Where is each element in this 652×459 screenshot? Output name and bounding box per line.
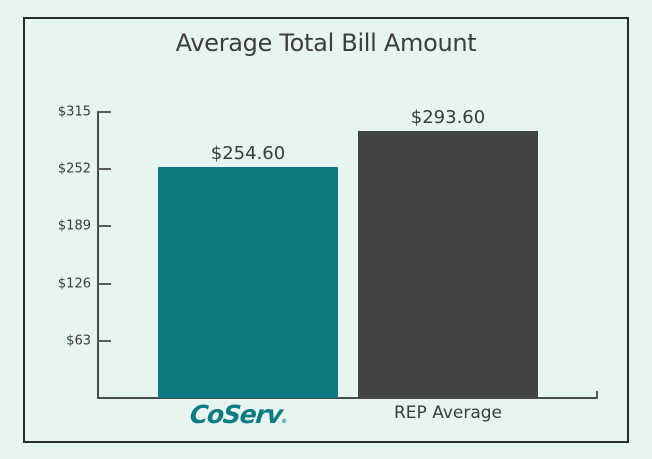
chart-frame xyxy=(23,17,629,443)
y-tick xyxy=(98,225,111,228)
y-tick-label: $189 xyxy=(57,218,91,234)
bar-value-label: $293.60 xyxy=(410,107,486,129)
y-tick-label: $252 xyxy=(57,161,91,177)
y-tick xyxy=(98,282,111,285)
y-tick xyxy=(98,168,111,171)
bar-coserv xyxy=(158,166,338,398)
y-tick-label: $63 xyxy=(66,333,91,349)
chart-title: Average Total Bill Amount xyxy=(175,29,477,57)
y-tick xyxy=(98,111,111,113)
x-axis-end-tick xyxy=(596,391,598,399)
y-tick-label: $126 xyxy=(57,276,91,292)
y-tick-label: $315 xyxy=(57,104,91,120)
category-label-rep-average: REP Average xyxy=(393,403,503,423)
coserv-logo-text: CoServ xyxy=(188,400,284,429)
y-axis xyxy=(97,111,99,399)
coserv-logo: CoServ® xyxy=(188,400,321,429)
x-axis xyxy=(97,397,598,399)
bar-value-label: $254.60 xyxy=(210,142,286,164)
registered-mark-icon: ® xyxy=(280,418,288,425)
y-tick xyxy=(98,339,111,342)
bar-rep-average xyxy=(358,131,538,398)
